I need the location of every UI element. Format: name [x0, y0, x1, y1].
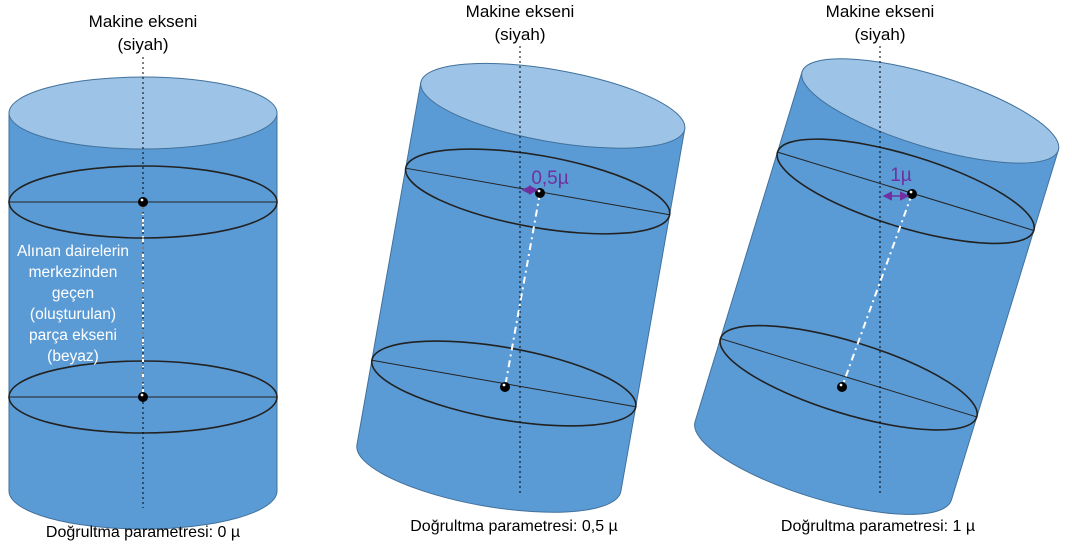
panel-2: Makine ekseni (siyah) 1µ Doğrultma param… [684, 2, 1069, 536]
panel-0: Makine ekseni (siyah) Alınan dairelerin … [9, 12, 277, 541]
cylinder [350, 47, 691, 529]
circle-center-highlight [538, 190, 541, 193]
circle-center-lower [500, 382, 510, 392]
part-axis-note-line: (beyaz) [47, 348, 99, 365]
machine-axis-subtitle: (siyah) [117, 35, 168, 54]
circle-center-upper [907, 189, 917, 199]
circle-center-upper [138, 197, 148, 207]
machine-axis-title: Makine ekseni [826, 2, 935, 21]
circle-center-lower [837, 382, 847, 392]
part-axis-note-line: Alınan dairelerin [17, 243, 129, 260]
circle-center-highlight [840, 384, 843, 387]
part-axis-note-line: (oluşturulan) [30, 306, 116, 323]
circle-center-lower [138, 392, 148, 402]
circle-center-highlight [141, 394, 144, 397]
panel-1: Makine ekseni (siyah) 0,5µ Doğrultma par… [350, 2, 691, 535]
machine-axis-title: Makine ekseni [466, 2, 575, 21]
part-axis-note-line: parça ekseni [29, 327, 117, 344]
circle-center-highlight [910, 191, 913, 194]
panel-caption: Doğrultma parametresi: 0 µ [46, 524, 240, 541]
offset-label: 0,5µ [531, 168, 568, 189]
offset-label: 1µ [890, 165, 912, 186]
panel-caption: Doğrultma parametresi: 1 µ [781, 518, 975, 535]
machine-axis-subtitle: (siyah) [854, 25, 905, 44]
circle-center-highlight [141, 199, 144, 202]
panel-caption: Doğrultma parametresi: 0,5 µ [410, 518, 618, 535]
part-axis-note-line: geçen [52, 285, 94, 302]
circle-center-highlight [503, 384, 506, 387]
cylinder-body [350, 83, 684, 529]
machine-axis-title: Makine ekseni [89, 12, 198, 31]
cylinder [684, 37, 1069, 536]
machine-axis-subtitle: (siyah) [494, 25, 545, 44]
part-axis-note-line: merkezinden [29, 264, 118, 281]
